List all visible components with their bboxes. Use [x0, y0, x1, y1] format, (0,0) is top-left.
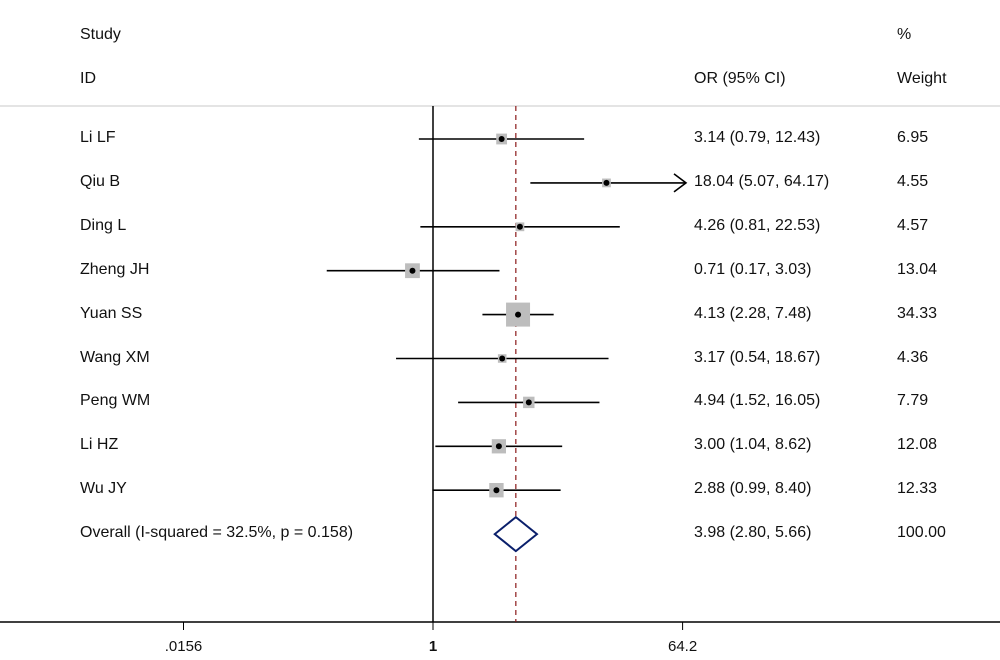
point-estimate: [493, 487, 500, 494]
study-label: Li HZ: [80, 436, 119, 454]
overall-weight: 100.00: [897, 524, 946, 542]
overall-or-ci: 3.98 (2.80, 5.66): [694, 524, 812, 542]
study-or-ci: 2.88 (0.99, 8.40): [694, 480, 812, 498]
study-or-ci: 4.94 (1.52, 16.05): [694, 392, 821, 410]
x-tick-label: 64.2: [667, 638, 698, 655]
study-label: Yuan SS: [80, 304, 143, 322]
point-estimate: [495, 443, 502, 450]
study-weight: 4.57: [897, 216, 929, 234]
ci-arrow: [673, 173, 688, 193]
x-tick-label: 1: [428, 638, 438, 655]
study-header: Study: [80, 26, 121, 43]
point-estimate: [515, 311, 522, 318]
study-weight: 34.33: [897, 304, 938, 322]
study-weight: 4.55: [897, 172, 929, 190]
study-or-ci: 4.26 (0.81, 22.53): [694, 216, 821, 234]
study-label: Wu JY: [80, 480, 127, 498]
study-or-ci: 18.04 (5.07, 64.17): [694, 172, 830, 190]
study-or-ci: 3.14 (0.79, 12.43): [694, 129, 821, 146]
study-weight: 7.79: [897, 392, 929, 410]
study-or-ci: 4.13 (2.28, 7.48): [694, 304, 812, 322]
study-label: Peng WM: [80, 392, 151, 410]
study-weight: 13.04: [897, 260, 938, 278]
weight-percent-header: %: [897, 26, 912, 43]
study-label: Wang XM: [80, 348, 150, 366]
study-label: Ding L: [80, 216, 127, 234]
study-or-ci: 3.00 (1.04, 8.62): [694, 436, 812, 454]
overall-label: Overall (I-squared = 32.5%, p = 0.158): [80, 524, 354, 542]
point-estimate: [499, 355, 506, 362]
x-tick-label: .0156: [164, 638, 203, 655]
point-estimate: [498, 136, 505, 142]
study-or-ci: 3.17 (0.54, 18.67): [694, 348, 821, 366]
study-label: Qiu B: [80, 172, 121, 190]
study-or-ci: 0.71 (0.17, 3.03): [694, 260, 812, 278]
id-header: ID: [80, 70, 96, 87]
point-estimate: [525, 399, 532, 406]
overall-diamond: [493, 515, 539, 553]
study-label: Li LF: [80, 129, 116, 146]
point-estimate: [409, 267, 416, 274]
ci-header: OR (95% CI): [694, 70, 786, 87]
point-estimate: [603, 179, 610, 186]
study-label: Zheng JH: [80, 260, 150, 278]
study-weight: 4.36: [897, 348, 929, 366]
study-weight: 6.95: [897, 129, 929, 146]
point-estimate: [516, 223, 523, 230]
study-weight: 12.33: [897, 480, 938, 498]
study-weight: 12.08: [897, 436, 938, 454]
weight-header: Weight: [897, 70, 947, 87]
